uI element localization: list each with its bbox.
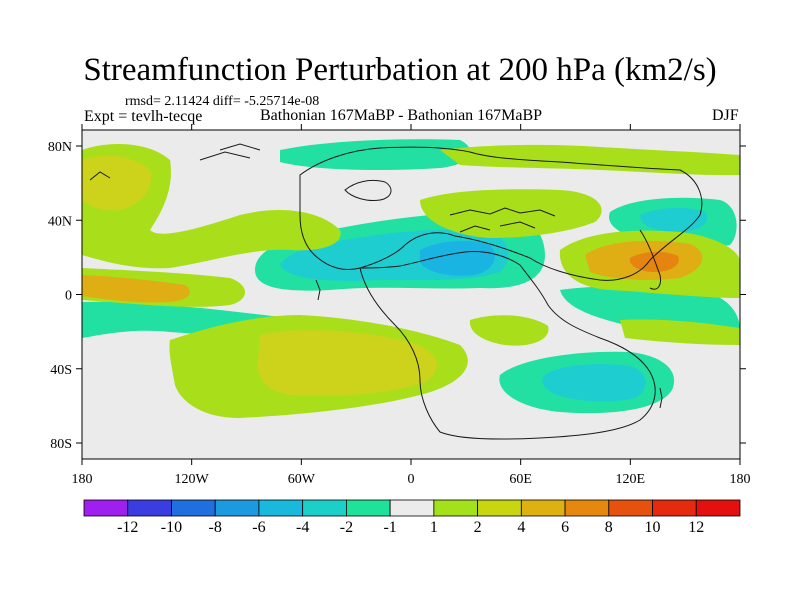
pos-region-indian-south: [620, 319, 740, 345]
pos-region-arctic: [440, 144, 740, 176]
colorbar-swatch: [302, 499, 347, 517]
lon-tick-label: 60E: [509, 472, 532, 487]
coast-south-pangaea: [359, 251, 656, 440]
colorbar-swatch: [214, 499, 260, 517]
colorbar-label: 1: [430, 519, 438, 536]
lon-tick-label: 60W: [288, 472, 316, 487]
pos-region-south-atlantic: [469, 315, 549, 346]
pos-region-pacific-equatorial-core: [82, 275, 190, 303]
lon-tick-label: 120W: [175, 472, 210, 487]
colorbar-label: 10: [645, 519, 661, 536]
lon-tick-label: 120E: [616, 472, 646, 487]
streamfunction-field: [82, 130, 740, 459]
colorbar-swatch: [608, 499, 653, 517]
colorbar-label: -12: [117, 519, 138, 536]
pos-region-north-pacific-core: [82, 155, 151, 211]
colorbar-swatch: [477, 499, 522, 517]
colorbar-swatch: [127, 499, 172, 517]
colorbar-swatch: [652, 499, 697, 517]
stats-line: rmsd= 2.11424 diff= -5.25714e-08: [125, 94, 320, 109]
lat-tick-label: 80N: [48, 140, 72, 155]
coast-north-pangaea: [299, 146, 703, 281]
lat-tick-label: 40N: [48, 214, 72, 229]
colorbar: -12 -10 -8 -6 -4 -2 -1 1 2 4 6 8 10 12: [83, 499, 741, 536]
pos-region-south-pacific-core: [257, 330, 437, 397]
coast-pacific-islands: [315, 279, 663, 409]
colorbar-label: -10: [161, 519, 182, 536]
pos-region-eurasia: [420, 189, 602, 238]
season-label: DJF: [712, 107, 739, 124]
plot-title: Streamfunction Perturbation at 200 hPa (…: [83, 52, 717, 88]
colorbar-label: 6: [561, 519, 569, 536]
colorbar-swatch: [433, 499, 479, 517]
experiment-label: Expt = tevlh-tecqe: [84, 108, 203, 125]
colorbar-swatch: [345, 499, 391, 517]
colorbar-label: 12: [688, 519, 704, 536]
neg-region-southern-indian-core: [542, 364, 646, 402]
coastlines: [89, 143, 703, 440]
colorbar-swatch: [564, 499, 610, 517]
lon-tick-label: 180: [730, 472, 751, 487]
colorbar-swatch: [389, 499, 435, 517]
colorbar-label: -1: [383, 519, 396, 536]
colorbar-label: -4: [296, 519, 309, 536]
colorbar-swatch: [171, 499, 216, 517]
colorbar-swatch: [258, 499, 304, 517]
coast-east-asia: [639, 229, 661, 290]
latitude-axis: 80N 40N 0 40S 80S: [48, 140, 746, 452]
colorbar-label: 8: [605, 519, 613, 536]
colorbar-swatch: [695, 499, 741, 517]
colorbar-swatch: [83, 499, 129, 517]
colorbar-label: -8: [209, 519, 222, 536]
coast-arctic-islands: [89, 143, 261, 181]
coast-greenland-arc: [344, 179, 392, 201]
colorbar-label: -6: [252, 519, 265, 536]
lon-tick-label: 180: [72, 472, 93, 487]
comparison-label: Bathonian 167MaBP - Bathonian 167MaBP: [260, 107, 543, 124]
neg-region-tropical-atlantic-peak: [420, 240, 495, 276]
longitude-axis: 180 120W 60W 0 60E 120E 180: [72, 124, 751, 487]
pos-region-western-pacific-peak: [629, 251, 679, 272]
colorbar-label: 4: [517, 519, 525, 536]
lat-tick-label: 40S: [50, 363, 72, 378]
lat-tick-label: 80S: [50, 437, 72, 452]
colorbar-swatch: [520, 499, 566, 517]
lon-tick-label: 0: [408, 472, 415, 487]
colorbar-label: -2: [340, 519, 353, 536]
positive-anomalies: [82, 144, 740, 418]
colorbar-label: 2: [474, 519, 482, 536]
coast-tethys-islands: [449, 207, 556, 233]
lat-tick-label: 0: [65, 289, 72, 304]
